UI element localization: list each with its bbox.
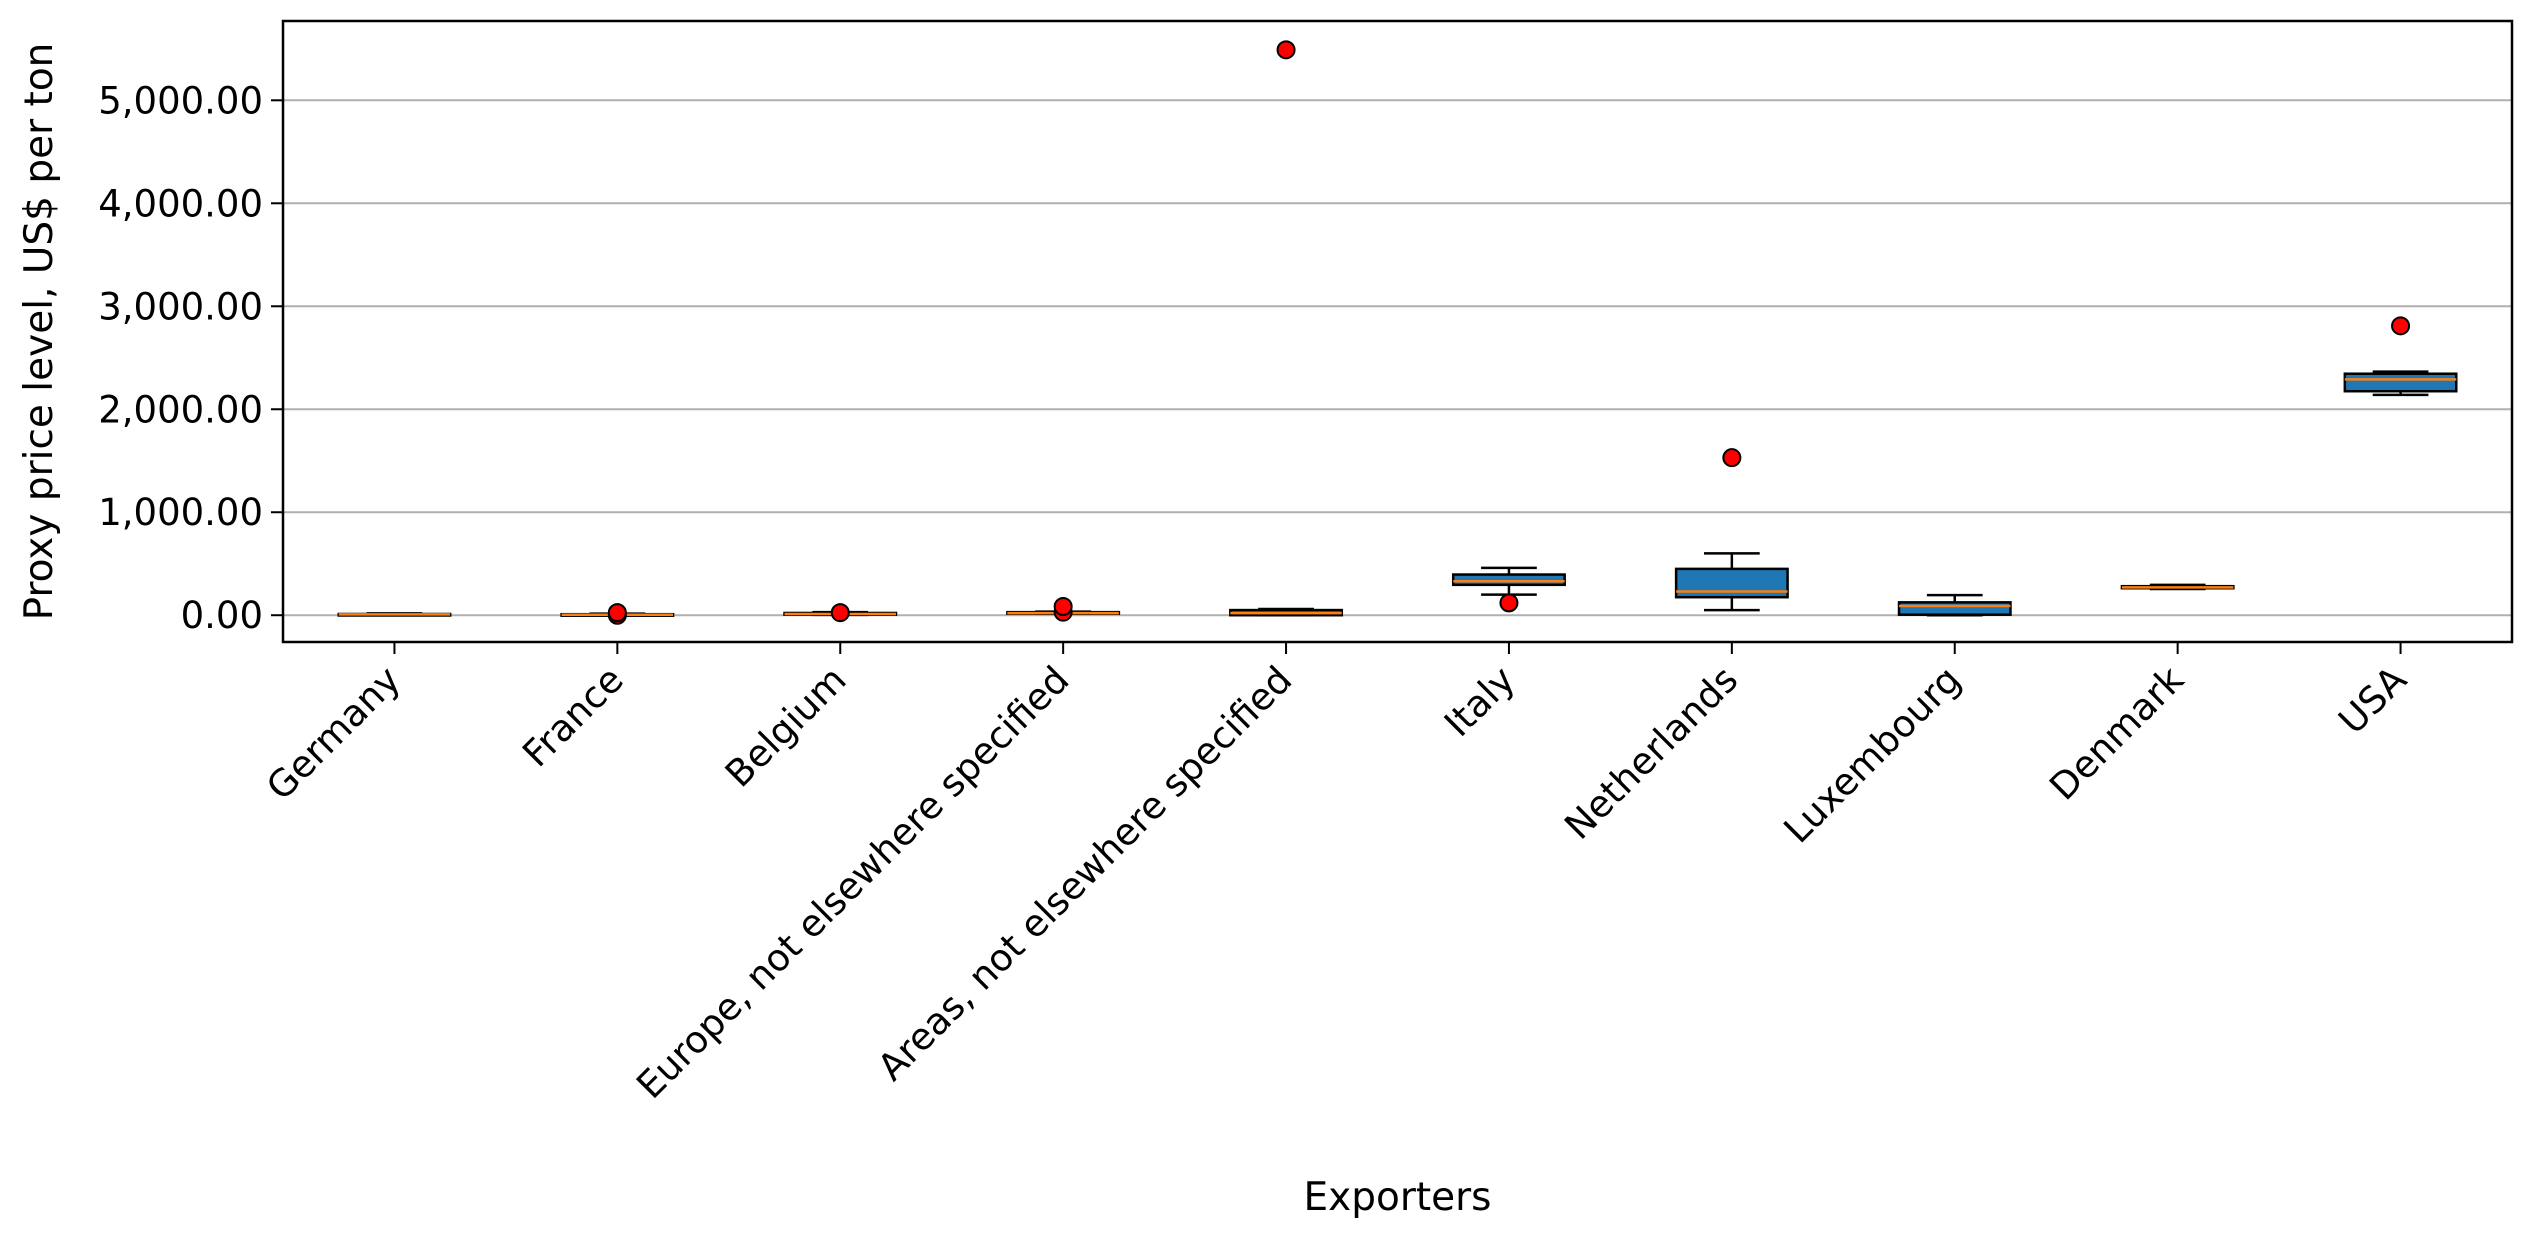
x-tick-label: Netherlands [1556,658,1746,848]
y-tick-label: 3,000.00 [98,285,263,328]
outlier-points [607,40,2411,625]
box-iqr [1897,601,2012,616]
box-plot-denmark [2120,583,2235,591]
box-plot-netherlands [1674,552,1789,612]
box-iqr [1674,567,1789,599]
y-tick-label: 0.00 [181,594,263,637]
y-tick-label: 5,000.00 [98,79,263,122]
box-iqr [1451,573,1566,587]
y-axis-ticks: 0.00 1,000.00 2,000.00 3,000.00 4,000.00 5,00… [98,79,283,637]
x-tick-label: Germany [258,658,409,809]
grid-lines [283,99,2512,617]
outlier-point [2391,316,2411,336]
x-tick-label: Europe, not elsewhere specified [628,658,1077,1107]
box-plot-luxembourg [1897,593,2012,617]
x-tick-label: Luxembourg [1776,658,1969,851]
outlier-point [1276,40,1296,60]
plot-area-frame [281,19,2514,644]
x-tick-label: Denmark [2041,658,2192,809]
outlier-point [1499,593,1519,613]
y-tick-label: 4,000.00 [98,182,263,225]
box-plot-italy [1451,566,1566,596]
x-tick-label: France [514,658,631,775]
box-plot-germany [337,612,452,617]
x-tick-label: Italy [1436,658,1523,745]
y-tick-label: 2,000.00 [98,388,263,431]
y-axis-label: Proxy price level, US$ per ton [17,43,62,621]
y-tick-label: 1,000.00 [98,491,263,534]
outlier-point [607,603,627,623]
x-tick-label: Areas, not elsewhere specified [869,658,1300,1089]
x-axis-label: Exporters [1303,1175,1491,1220]
x-tick-label: Belgium [717,658,855,796]
x-tick-label: USA [2330,658,2415,743]
outlier-point [1053,596,1073,616]
box-plot-areas-not-elsewhere-specified [1229,607,1344,617]
outlier-point [1722,448,1742,468]
box-plot-usa [2343,370,2458,397]
outlier-point [830,603,850,623]
box-iqr [2343,372,2458,393]
